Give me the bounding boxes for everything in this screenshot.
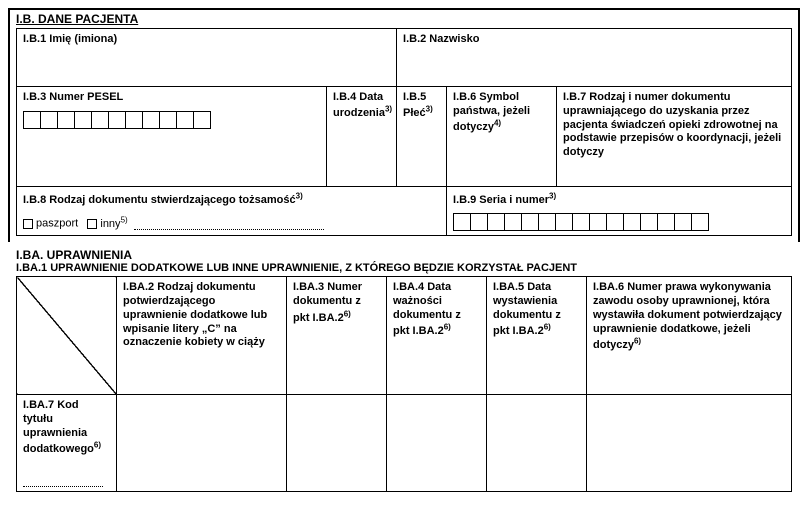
option-paszport: paszport bbox=[36, 218, 78, 230]
cell-diag bbox=[17, 277, 117, 395]
cell-iba7: I.BA.7 Kod tytułu uprawnienia dodatkoweg… bbox=[17, 395, 117, 492]
serial-boxes[interactable] bbox=[453, 213, 785, 231]
label-ib4: I.B.4 Data urodzenia3) bbox=[333, 91, 392, 119]
section-iba-title: I.BA. UPRAWNIENIA bbox=[16, 248, 792, 262]
label-ib3: I.B.3 Numer PESEL bbox=[23, 91, 123, 103]
cell-ib6: I.B.6 Symbol państwa, jeżeli dotyczy4) bbox=[447, 87, 557, 187]
cell-iba2-val[interactable] bbox=[117, 395, 287, 492]
checkbox-paszport[interactable] bbox=[23, 219, 33, 229]
cell-iba4-val[interactable] bbox=[387, 395, 487, 492]
cell-ib7: I.B.7 Rodzaj i numer dokumentu uprawniaj… bbox=[557, 87, 792, 187]
cell-ib5: I.B.5 Płeć3) bbox=[397, 87, 447, 187]
cell-iba3: I.BA.3 Numer dokumentu z pkt I.BA.26) bbox=[287, 277, 387, 395]
label-ib1: I.B.1 Imię (imiona) bbox=[23, 33, 117, 45]
cell-ib3: I.B.3 Numer PESEL bbox=[17, 87, 327, 187]
label-ib5: I.B.5 Płeć3) bbox=[403, 91, 433, 119]
cell-ib1: I.B.1 Imię (imiona) bbox=[17, 29, 397, 87]
cell-iba6-val[interactable] bbox=[587, 395, 792, 492]
cell-iba5-val[interactable] bbox=[487, 395, 587, 492]
checkbox-inny[interactable] bbox=[87, 219, 97, 229]
cell-ib4: I.B.4 Data urodzenia3) bbox=[327, 87, 397, 187]
cell-ib9: I.B.9 Seria i numer3) bbox=[447, 187, 792, 236]
label-iba7: I.BA.7 Kod tytułu uprawnienia dodatkoweg… bbox=[23, 399, 101, 455]
table-iba: I.BA.2 Rodzaj dokumentu potwierdzającego… bbox=[16, 276, 792, 492]
cell-ib2: I.B.2 Nazwisko bbox=[397, 29, 792, 87]
label-iba5: I.BA.5 Data wystawienia dokumentu z pkt … bbox=[493, 281, 561, 337]
table-ib: I.B.1 Imię (imiona) I.B.2 Nazwisko I.B.3… bbox=[16, 28, 792, 236]
cell-iba3-val[interactable] bbox=[287, 395, 387, 492]
label-ib8: I.B.8 Rodzaj dokumentu stwierdzającego t… bbox=[23, 194, 303, 206]
cell-iba4: I.BA.4 Data ważności dokumentu z pkt I.B… bbox=[387, 277, 487, 395]
section-ib-title: I.B. DANE PACJENTA bbox=[16, 12, 792, 26]
label-iba3: I.BA.3 Numer dokumentu z pkt I.BA.26) bbox=[293, 281, 362, 323]
cell-iba6: I.BA.6 Numer prawa wykonywania zawodu os… bbox=[587, 277, 792, 395]
label-iba6: I.BA.6 Numer prawa wykonywania zawodu os… bbox=[593, 281, 782, 351]
section-iba-sub: I.BA.1 UPRAWNIENIE DODATKOWE LUB INNE UP… bbox=[16, 262, 792, 274]
cell-ib8: I.B.8 Rodzaj dokumentu stwierdzającego t… bbox=[17, 187, 447, 236]
label-ib6: I.B.6 Symbol państwa, jeżeli dotyczy4) bbox=[453, 91, 530, 133]
label-ib7: I.B.7 Rodzaj i numer dokumentu uprawniaj… bbox=[563, 91, 781, 158]
section-ib: I.B. DANE PACJENTA I.B.1 Imię (imiona) I… bbox=[8, 8, 800, 242]
option-inny: inny5) bbox=[100, 218, 127, 230]
inny-dots[interactable] bbox=[134, 220, 324, 230]
cell-iba5: I.BA.5 Data wystawienia dokumentu z pkt … bbox=[487, 277, 587, 395]
ib8-options: paszport inny5) bbox=[23, 215, 440, 230]
label-iba2: I.BA.2 Rodzaj dokumentu potwierdzającego… bbox=[123, 281, 267, 348]
section-iba: I.BA. UPRAWNIENIA I.BA.1 UPRAWNIENIE DOD… bbox=[8, 248, 800, 492]
iba7-dots[interactable] bbox=[23, 477, 103, 487]
label-ib9: I.B.9 Seria i numer3) bbox=[453, 194, 556, 206]
label-ib2: I.B.2 Nazwisko bbox=[403, 33, 479, 45]
pesel-boxes[interactable] bbox=[23, 111, 320, 129]
cell-iba2: I.BA.2 Rodzaj dokumentu potwierdzającego… bbox=[117, 277, 287, 395]
label-iba4: I.BA.4 Data ważności dokumentu z pkt I.B… bbox=[393, 281, 461, 337]
